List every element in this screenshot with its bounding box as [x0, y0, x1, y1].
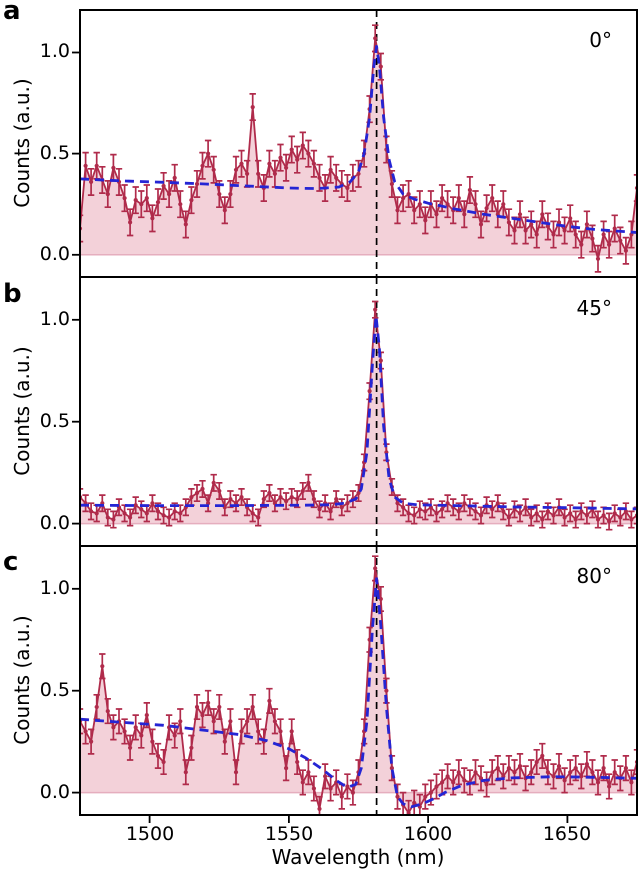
- y-tick-label: 1.0: [39, 308, 70, 331]
- panel-c-plot-area: [80, 546, 637, 815]
- y-tick-label: 0.0: [39, 243, 70, 266]
- data-markers: [80, 307, 637, 524]
- fit-curve: [80, 577, 637, 809]
- panel-a-plot-area: [80, 10, 637, 277]
- y-tick-label: 0.5: [39, 679, 70, 702]
- y-tick-label: 1.0: [39, 577, 70, 600]
- y-tick-label: 0.0: [39, 512, 70, 535]
- x-axis-title: Wavelength (nm): [271, 845, 445, 869]
- x-tick-label: 1650: [542, 823, 592, 845]
- x-tick-label: 1600: [403, 823, 453, 845]
- panel-label-c: c: [3, 547, 19, 577]
- fit-curve: [80, 45, 637, 234]
- y-tick-label: 1.0: [39, 40, 70, 63]
- panel-a-angle-label: 0°: [589, 28, 612, 52]
- y-tick-label: 0.0: [39, 781, 70, 804]
- data-fill-area: [80, 568, 637, 813]
- y-tick-label: 0.5: [39, 142, 70, 165]
- fit-curve: [80, 314, 637, 511]
- panel-c-angle-label: 80°: [576, 564, 612, 588]
- panel-b-plot-area: [80, 277, 637, 546]
- data-markers: [80, 566, 637, 815]
- y-tick-label: 0.5: [39, 410, 70, 433]
- x-tick-label: 1500: [125, 823, 175, 845]
- panel-border: [79, 545, 638, 816]
- panel-label-a: a: [3, 0, 21, 26]
- x-tick-label: 1550: [264, 823, 314, 845]
- panel-label-b: b: [3, 279, 22, 309]
- error-bars: [80, 300, 637, 531]
- data-line: [80, 308, 637, 523]
- panel-b-angle-label: 45°: [576, 296, 612, 320]
